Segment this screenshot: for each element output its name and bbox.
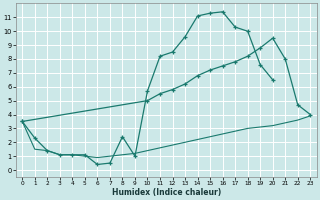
X-axis label: Humidex (Indice chaleur): Humidex (Indice chaleur) — [112, 188, 221, 197]
